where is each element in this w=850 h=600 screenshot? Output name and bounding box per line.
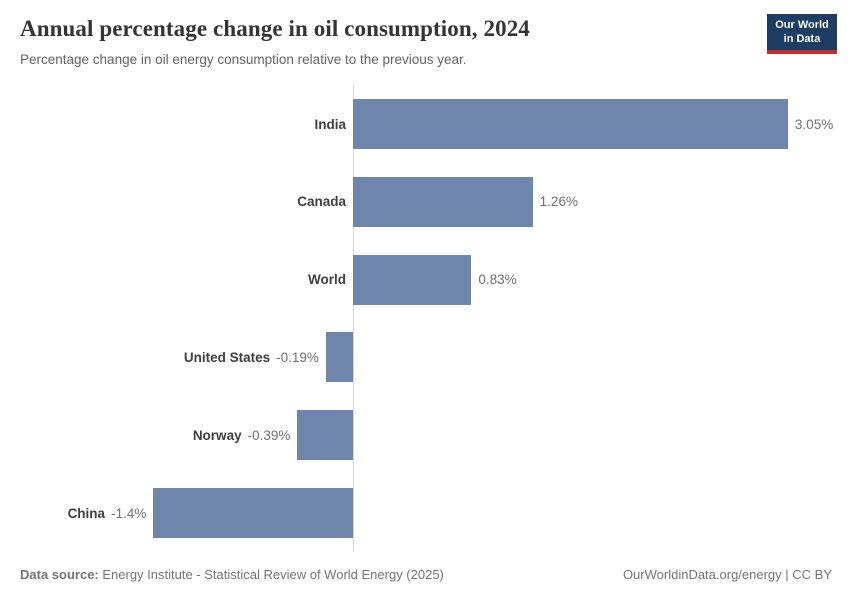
page-subtitle: Percentage change in oil energy consumpt… — [20, 52, 467, 67]
bar-label: Canada — [0, 177, 346, 227]
owid-logo[interactable]: Our World in Data — [767, 14, 837, 54]
bar-value: 3.05% — [794, 116, 834, 132]
entity-name: United States — [183, 349, 271, 365]
credit-note[interactable]: OurWorldinData.org/energy | CC BY — [622, 567, 832, 582]
chart-footer: Data source: Energy Institute - Statisti… — [20, 567, 832, 582]
bar-row: 3.05% India — [0, 99, 850, 149]
bar[interactable] — [353, 176, 533, 227]
owid-logo-line1: Our World — [775, 19, 829, 31]
owid-logo-line2: in Data — [783, 32, 821, 45]
bar-label: India — [0, 99, 346, 149]
bar-row: 0.83% World — [0, 254, 850, 305]
page-title: Annual percentage change in oil consumpt… — [20, 16, 530, 41]
bar[interactable] — [353, 254, 472, 305]
bar[interactable] — [297, 410, 353, 461]
bar-row: China -1.4% — [0, 488, 850, 538]
bar-value: -1.4% — [111, 505, 147, 521]
bar-row: 1.26% Canada — [0, 176, 850, 227]
bar-label: World — [0, 255, 346, 305]
entity-name: Norway — [192, 427, 242, 443]
bar-value: 1.26% — [539, 194, 578, 210]
zero-axis-line — [353, 85, 354, 552]
data-source-value: Energy Institute - Statistical Review of… — [98, 567, 444, 582]
bar-value: -0.39% — [247, 427, 291, 443]
bar-label: China -1.4% — [0, 488, 147, 538]
bar-chart: 3.05% India 1.26% Canada 0.83% World United St… — [0, 85, 850, 552]
bar[interactable] — [325, 332, 353, 383]
bar-label: Norway -0.39% — [0, 410, 291, 460]
bar[interactable] — [153, 488, 353, 538]
entity-name: India — [314, 116, 346, 132]
data-source-note: Data source: Energy Institute - Statisti… — [20, 567, 444, 582]
bar-row: Norway -0.39% — [0, 410, 850, 461]
data-source-label: Data source: — [20, 567, 99, 582]
bar[interactable] — [353, 99, 788, 149]
bar-value: -0.19% — [276, 349, 319, 365]
entity-name: World — [308, 272, 346, 288]
bar-label: United States -0.19% — [0, 332, 319, 382]
bar-value: 0.83% — [478, 272, 517, 288]
entity-name: Canada — [297, 194, 346, 210]
bar-row: United States -0.19% — [0, 332, 850, 383]
entity-name: China — [67, 505, 106, 521]
